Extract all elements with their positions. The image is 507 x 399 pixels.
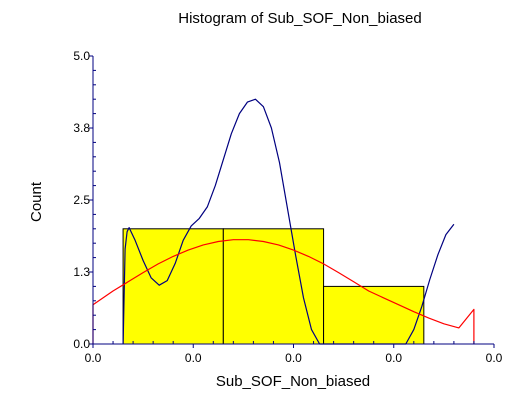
y-tick-label: 1.3 (73, 265, 90, 279)
normal-curve (92, 239, 475, 344)
histogram-bar-3 (323, 285, 425, 345)
y-tick-label: 3.8 (73, 121, 90, 135)
ticks-layer: 0.01.32.53.85.00.0 0.0 0.0 0.0 0.0 (73, 49, 502, 365)
x-axis-label: Sub_SOF_Non_biased (216, 373, 370, 390)
bars-layer (122, 228, 425, 345)
chart-title: Histogram of Sub_SOF_Non_biased (178, 10, 421, 27)
x-tick-label: 0.0 (85, 351, 102, 365)
histogram-bar-2 (222, 228, 325, 345)
histogram-bar-1 (122, 228, 224, 345)
x-tick-label: 0.0 (285, 351, 302, 365)
x-tick-label: 0.0 (385, 351, 402, 365)
x-tick-label: 0.0 (185, 351, 202, 365)
y-tick-label: 2.5 (73, 193, 90, 207)
x-tick-label: 0.0 (486, 351, 503, 365)
y-tick-label: 5.0 (73, 49, 90, 63)
y-axis-label: Count (28, 181, 45, 222)
y-tick-label: 0.0 (73, 337, 90, 351)
